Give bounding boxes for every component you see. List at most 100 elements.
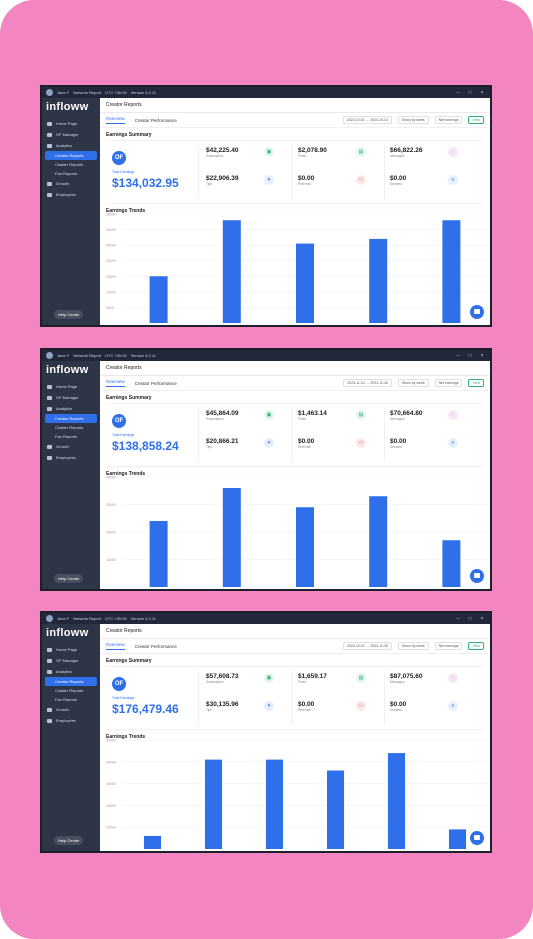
sidebar-item-chatter-reports[interactable]: Chatter Reports bbox=[55, 162, 84, 167]
chart-bar[interactable] bbox=[369, 238, 388, 323]
sidebar-item-fan-reports[interactable]: Fan Reports bbox=[55, 171, 78, 176]
people-icon bbox=[47, 718, 52, 723]
bar-chart-svg: 35000 30000 25000 20000 15000 10000 5000 bbox=[106, 213, 488, 323]
chart-bar[interactable] bbox=[442, 220, 461, 323]
close-icon[interactable]: × bbox=[480, 89, 484, 96]
view-button[interactable]: View bbox=[468, 642, 484, 650]
earnings-summary: OF Total Earnings $176,479.46 $57,608.73… bbox=[106, 666, 484, 730]
tab-overview[interactable]: Overview bbox=[106, 642, 125, 650]
sidebar-item-home[interactable]: Home Page bbox=[42, 381, 100, 392]
metric-select[interactable]: Net earnings bbox=[434, 116, 463, 124]
metric-label: Messages bbox=[390, 154, 405, 158]
avatar[interactable] bbox=[46, 615, 53, 622]
date-range-picker[interactable]: 2023-10-01 → 2023-11-30 bbox=[343, 642, 393, 650]
view-button[interactable]: View bbox=[468, 116, 484, 124]
chart-bar[interactable] bbox=[369, 496, 388, 587]
date-range-picker[interactable]: 2023-11-01 → 2023-11-30 bbox=[343, 379, 393, 387]
network-report-label[interactable]: Network Report bbox=[73, 616, 102, 621]
chat-button[interactable] bbox=[470, 831, 484, 845]
sidebar-item-label: Employees bbox=[56, 455, 76, 460]
close-icon[interactable]: × bbox=[480, 615, 484, 622]
chart-bar[interactable] bbox=[149, 521, 168, 587]
y-tick-label: 20000 bbox=[106, 259, 116, 263]
avatar[interactable] bbox=[46, 89, 53, 96]
close-icon[interactable]: × bbox=[480, 352, 484, 359]
sidebar-item-label: Analytics bbox=[56, 406, 73, 411]
network-report-label[interactable]: Network Report bbox=[73, 353, 102, 358]
sidebar-item-chatter-reports[interactable]: Chatter Reports bbox=[55, 425, 84, 430]
chart-bar[interactable] bbox=[143, 835, 162, 849]
user-name[interactable]: Jane F bbox=[57, 616, 70, 621]
tab-overview[interactable]: Overview bbox=[106, 116, 125, 124]
metric-select[interactable]: Net earnings bbox=[434, 379, 463, 387]
sidebar-item-analytics[interactable]: Analytics bbox=[42, 403, 100, 414]
sidebar-item-home[interactable]: Home Page bbox=[42, 118, 100, 129]
tab-overview[interactable]: Overview bbox=[106, 379, 125, 387]
y-tick-label: 30000 bbox=[106, 503, 116, 507]
chart-bar[interactable] bbox=[326, 770, 345, 849]
user-name[interactable]: Jane F bbox=[57, 353, 70, 358]
group-select[interactable]: Show by week bbox=[398, 379, 429, 387]
help-center-button[interactable]: Help Center bbox=[54, 836, 84, 845]
sidebar-item-growth[interactable]: Growth bbox=[42, 441, 100, 452]
maximize-icon[interactable]: □ bbox=[468, 89, 472, 96]
user-name[interactable]: Jane F bbox=[57, 90, 70, 95]
sidebar-item-label: Home Page bbox=[56, 121, 78, 126]
maximize-icon[interactable]: □ bbox=[468, 615, 472, 622]
minimize-icon[interactable]: – bbox=[456, 89, 460, 96]
network-report-label[interactable]: Network Report bbox=[73, 90, 102, 95]
sidebar-item-fan-reports[interactable]: Fan Reports bbox=[55, 697, 78, 702]
chart-bar[interactable] bbox=[296, 507, 314, 587]
chart-bar[interactable] bbox=[222, 488, 241, 587]
minimize-icon[interactable]: – bbox=[456, 615, 460, 622]
group-select[interactable]: Show by week bbox=[398, 642, 429, 650]
sidebar-item-creator-reports[interactable]: Creator Reports bbox=[45, 151, 97, 160]
metric-select[interactable]: Net earnings bbox=[434, 642, 463, 650]
chart-bar[interactable] bbox=[442, 540, 461, 587]
chat-button[interactable] bbox=[470, 305, 484, 319]
group-select[interactable]: Show by week bbox=[398, 116, 429, 124]
chart-bar[interactable] bbox=[448, 829, 467, 849]
view-button[interactable]: View bbox=[468, 379, 484, 387]
sidebar-item-growth[interactable]: Growth bbox=[42, 178, 100, 189]
date-range-picker[interactable]: 2023-10-01 → 2023-10-31 bbox=[342, 116, 393, 124]
chart-bar[interactable] bbox=[204, 759, 223, 849]
version-label: Version 4.2.11 bbox=[130, 90, 156, 95]
help-center-button[interactable]: Help Center bbox=[54, 574, 84, 583]
avatar[interactable] bbox=[46, 352, 53, 359]
maximize-icon[interactable]: □ bbox=[468, 352, 472, 359]
date-from: 2023-10-01 bbox=[347, 644, 365, 648]
sidebar-item-creator-reports[interactable]: Creator Reports bbox=[45, 414, 97, 423]
minimize-icon[interactable]: – bbox=[456, 352, 460, 359]
chart-bar[interactable] bbox=[265, 759, 284, 849]
sidebar-item-analytics[interactable]: Analytics bbox=[42, 666, 100, 677]
chat-button[interactable] bbox=[470, 569, 484, 583]
sidebar-item-growth[interactable]: Growth bbox=[42, 704, 100, 715]
sidebar-item-of-manager[interactable]: OF Manager bbox=[42, 129, 100, 140]
help-center-button[interactable]: Help Center bbox=[54, 310, 84, 319]
tab-bar: Overview Creator Performance 2023-11-01 … bbox=[100, 376, 490, 391]
sidebar-item-employees[interactable]: Employees bbox=[42, 452, 100, 463]
tab-creator-performance[interactable]: Creator Performance bbox=[134, 380, 177, 386]
tab-creator-performance[interactable]: Creator Performance bbox=[134, 117, 177, 123]
y-tick-label: 20000 bbox=[106, 804, 116, 808]
sidebar-item-creator-reports[interactable]: Creator Reports bbox=[45, 677, 97, 686]
sidebar-item-fan-reports[interactable]: Fan Reports bbox=[55, 434, 78, 439]
subscription-icon: ▣ bbox=[264, 147, 274, 157]
home-icon bbox=[47, 384, 52, 389]
sidebar-item-of-manager[interactable]: OF Manager bbox=[42, 655, 100, 666]
sidebar-item-employees[interactable]: Employees bbox=[42, 715, 100, 726]
chart-bar[interactable] bbox=[296, 243, 314, 323]
sidebar-item-analytics[interactable]: Analytics bbox=[42, 140, 100, 151]
tab-creator-performance[interactable]: Creator Performance bbox=[134, 643, 177, 649]
metric-label: Subscription bbox=[206, 417, 224, 421]
chart-bar[interactable] bbox=[222, 220, 241, 323]
sidebar-item-employees[interactable]: Employees bbox=[42, 189, 100, 200]
chart-bar[interactable] bbox=[387, 753, 406, 849]
chart-bar[interactable] bbox=[149, 276, 168, 323]
sidebar-item-of-manager[interactable]: OF Manager bbox=[42, 392, 100, 403]
sidebar-item-chatter-reports[interactable]: Chatter Reports bbox=[55, 688, 84, 693]
date-from: 2023-11-01 bbox=[347, 381, 365, 385]
tips-icon: ✦ bbox=[264, 438, 274, 448]
sidebar-item-home[interactable]: Home Page bbox=[42, 644, 100, 655]
